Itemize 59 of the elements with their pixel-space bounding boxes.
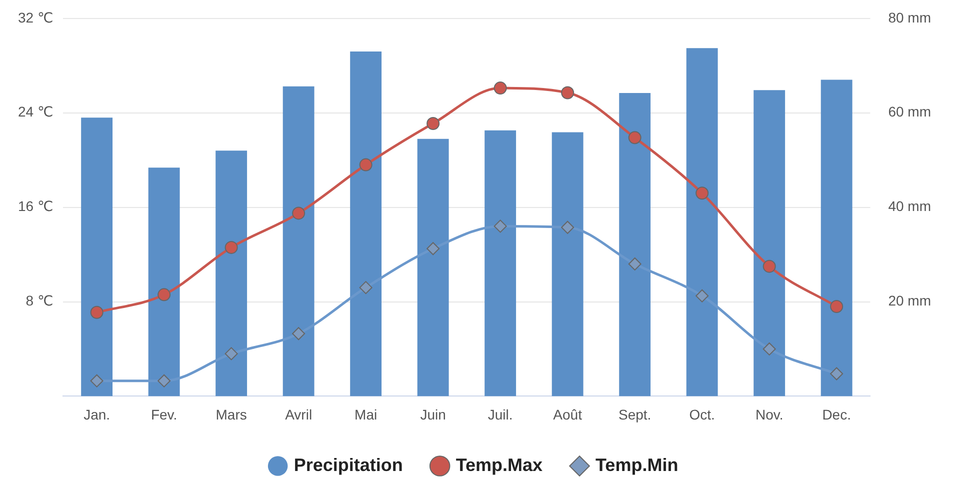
x-tick-label: Août	[553, 406, 582, 422]
bar	[619, 93, 651, 396]
bar	[686, 48, 718, 396]
y2-tick-label: 80 mm	[888, 9, 932, 26]
legend-label: Precipitation	[294, 454, 403, 475]
y-tick-label: 32 ℃	[18, 9, 54, 26]
point	[359, 158, 372, 172]
x-tick-label: Avril	[285, 406, 312, 422]
point	[494, 82, 507, 95]
point	[561, 86, 574, 100]
point	[762, 260, 776, 273]
point	[359, 281, 372, 294]
bar	[81, 118, 113, 396]
point	[830, 367, 844, 380]
y2-tick-label: 60 mm	[888, 104, 932, 120]
y-tick-label: 8 ℃	[26, 292, 54, 309]
x-tick-label: Oct.	[689, 406, 715, 422]
y2-tick-label: 40 mm	[888, 198, 932, 214]
point	[292, 327, 306, 340]
bar	[417, 138, 449, 396]
legend-label: Temp.Min	[596, 454, 678, 475]
bar	[754, 90, 786, 396]
y-tick-label: 24 ℃	[18, 104, 54, 120]
point	[762, 342, 776, 356]
bar	[552, 132, 584, 396]
point	[561, 220, 574, 234]
y2-tick-label: 20 mm	[888, 292, 932, 309]
x-tick-label: Juil.	[488, 406, 513, 422]
point	[292, 206, 306, 220]
point	[696, 289, 709, 302]
x-tick-label: Mars	[216, 406, 247, 422]
x-tick-label: Fev.	[150, 406, 178, 422]
point	[628, 257, 642, 270]
x-tick-label: Nov.	[755, 406, 784, 422]
bar	[350, 51, 382, 396]
x-tick-label: Mai	[354, 406, 378, 422]
point	[696, 186, 709, 200]
bar	[148, 168, 180, 396]
x-tick-label: Sept.	[618, 406, 652, 422]
y-tick-label: 16 ℃	[18, 198, 54, 214]
point	[494, 220, 507, 233]
point	[90, 374, 104, 388]
legend-label: Temp.Max	[456, 454, 543, 475]
point	[158, 288, 171, 302]
bar	[216, 150, 248, 396]
point	[426, 116, 440, 130]
bar	[820, 80, 852, 396]
point	[830, 300, 844, 313]
x-tick-label: Juin	[420, 406, 446, 422]
x-tick-label: Jan.	[84, 406, 110, 422]
point	[224, 347, 238, 360]
point	[90, 306, 104, 319]
point	[628, 131, 642, 144]
point	[426, 242, 440, 256]
point	[158, 374, 171, 388]
bar	[282, 86, 314, 396]
x-tick-label: Dec.	[822, 406, 851, 422]
bar	[484, 130, 516, 396]
point	[224, 240, 238, 254]
